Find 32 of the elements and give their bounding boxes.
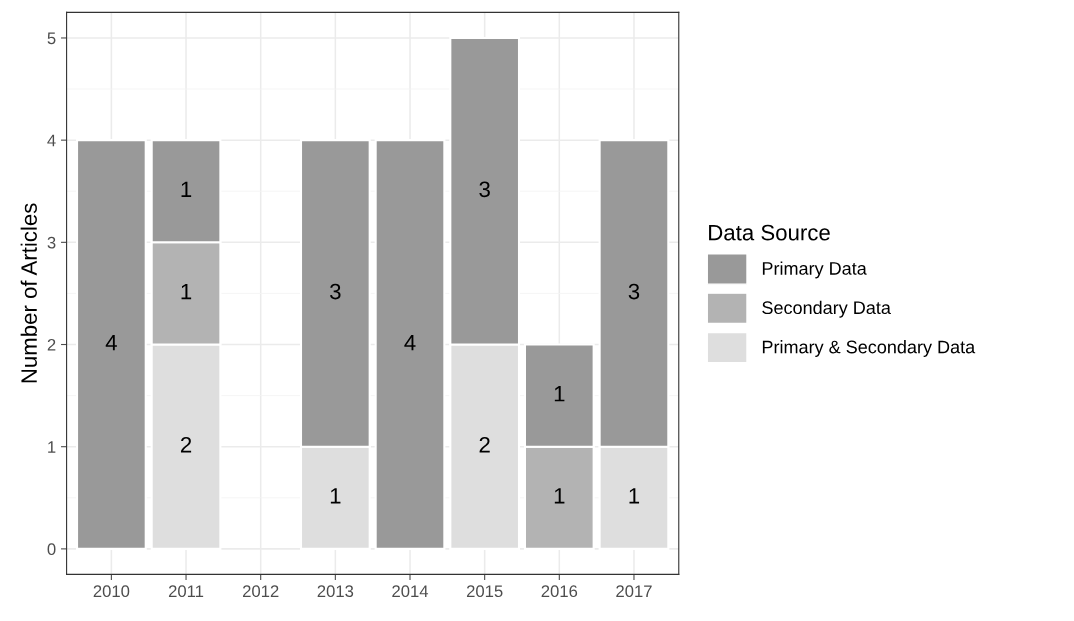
x-tick-label: 2010 bbox=[93, 585, 130, 598]
y-tick-label: 3 bbox=[47, 236, 56, 249]
data-label: 1 bbox=[629, 488, 640, 504]
data-label: 1 bbox=[554, 488, 565, 504]
legend-label: Primary & Secondary Data bbox=[762, 340, 976, 357]
data-label: 2 bbox=[180, 436, 192, 453]
data-label: 2 bbox=[479, 436, 490, 453]
x-tick-label: 2017 bbox=[616, 585, 652, 598]
data-label: 1 bbox=[181, 181, 192, 197]
y-tick-label: 2 bbox=[47, 338, 56, 351]
x-tick-label: 2014 bbox=[392, 585, 429, 598]
x-tick-label: 2013 bbox=[317, 585, 354, 598]
data-label: 1 bbox=[181, 283, 192, 300]
x-tick-label: 2016 bbox=[541, 585, 578, 598]
legend-label: Primary Data bbox=[762, 261, 867, 279]
y-tick-label: 5 bbox=[47, 32, 56, 45]
data-label: 4 bbox=[404, 334, 416, 351]
x-tick-label: 2012 bbox=[243, 585, 279, 598]
y-tick-label: 4 bbox=[47, 134, 56, 147]
data-label: 4 bbox=[105, 334, 117, 351]
y-tick-label: 1 bbox=[48, 441, 56, 453]
data-label: 3 bbox=[330, 283, 341, 300]
data-label: 3 bbox=[628, 283, 640, 300]
data-label: 3 bbox=[479, 181, 490, 198]
y-axis-title: Number of Articles bbox=[20, 203, 37, 383]
x-tick-label: 2015 bbox=[466, 585, 503, 598]
legend-label: Secondary Data bbox=[762, 300, 891, 318]
legend-title: Data Source bbox=[709, 224, 830, 241]
y-tick-label: 0 bbox=[47, 543, 56, 556]
data-label: 1 bbox=[554, 386, 565, 402]
data-label: 1 bbox=[330, 488, 341, 504]
x-tick-label: 2011 bbox=[168, 585, 204, 598]
